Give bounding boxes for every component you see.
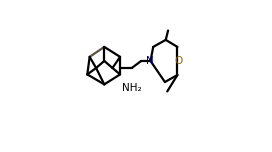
Text: N: N <box>146 56 153 66</box>
Text: O: O <box>174 56 183 66</box>
Text: NH₂: NH₂ <box>122 83 142 93</box>
